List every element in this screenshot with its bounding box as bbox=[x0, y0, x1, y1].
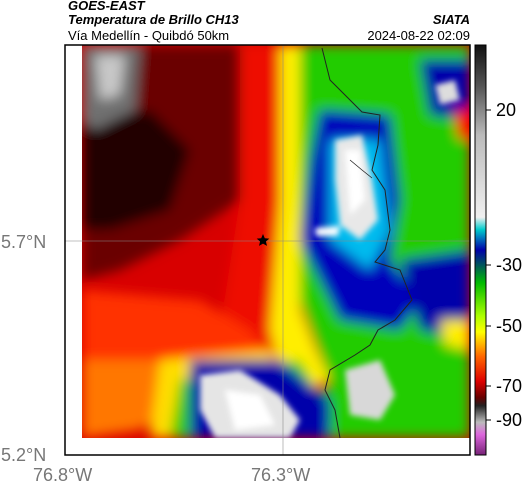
colorbar-ticks bbox=[486, 109, 491, 421]
location-label: Vía Medellín - Quibdó 50km bbox=[68, 28, 230, 43]
product-subtitle: Temperatura de Brillo CH13 bbox=[68, 12, 239, 27]
organization-label: SIATA bbox=[432, 12, 470, 27]
boundary-segment bbox=[349, 159, 373, 179]
colorbar-label: -30 bbox=[496, 255, 523, 275]
colorbar-label: -90 bbox=[496, 410, 523, 430]
colorbar-label: -70 bbox=[496, 376, 523, 396]
product-title: GOES-EAST bbox=[68, 0, 145, 13]
lon-tick-label: 76.3°W bbox=[251, 465, 311, 485]
map-frame bbox=[64, 44, 471, 456]
colorbar-label: 20 bbox=[496, 100, 517, 120]
satellite-field bbox=[82, 45, 470, 438]
colorbar-label: -50 bbox=[496, 316, 523, 336]
colorbar bbox=[474, 44, 487, 456]
station-star-icon bbox=[256, 234, 270, 246]
lat-tick-label: 5.7°N bbox=[1, 232, 47, 252]
lat-tick-label: 5.2°N bbox=[1, 445, 47, 465]
department-boundary-line bbox=[321, 47, 413, 438]
lon-tick-label: 76.8°W bbox=[33, 465, 93, 485]
datetime-label: 2024-08-22 02:09 bbox=[367, 28, 470, 43]
